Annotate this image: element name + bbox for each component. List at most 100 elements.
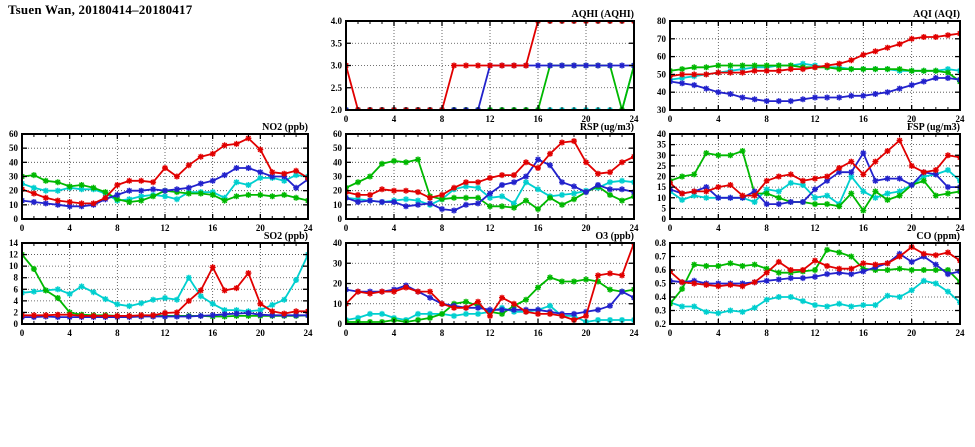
y-tick-label: 50 (9, 143, 19, 153)
series-markers-red (346, 243, 634, 323)
chart-title-o3: O3 (ppb) (595, 231, 634, 242)
x-tick-label: 24 (956, 223, 966, 233)
x-tick-label: 8 (115, 223, 120, 233)
y-tick-label: 20 (657, 172, 667, 182)
series-group-aqi (670, 30, 960, 105)
x-tick-label: 16 (859, 328, 869, 338)
x-tick-label: 8 (764, 223, 769, 233)
y-tick-label: 10 (9, 200, 19, 210)
y-tick-label: 5 (662, 203, 667, 213)
page-title: Tsuen Wan, 20180414–20180417 (8, 2, 193, 17)
y-tick-label: 60 (657, 52, 667, 62)
x-tick-label: 16 (534, 223, 544, 233)
y-tick-label: 8 (14, 273, 19, 283)
y-tick-label: 10 (333, 200, 343, 210)
y-tick-label: 25 (657, 161, 667, 171)
x-tick-label: 0 (344, 328, 349, 338)
plot-aqi: 0 4 8 12 16 20 24 30 40 50 60 70 80 AQI (AQI) (657, 9, 966, 124)
y-tick-label: 20 (333, 186, 343, 196)
y-tick-label: 50 (333, 143, 343, 153)
x-tick-label: 20 (582, 114, 592, 124)
x-tick-label: 24 (956, 114, 966, 124)
y-tick-label: 35 (657, 140, 667, 150)
series-group-fsp (670, 137, 960, 214)
x-tick-label: 20 (907, 328, 917, 338)
plot-rsp: 0 4 8 12 16 20 24 0 10 20 30 40 50 60 RSP (ug/m3) (333, 122, 640, 233)
y-tick-label: 10 (333, 299, 343, 309)
x-tick-label: 24 (630, 223, 640, 233)
y-tick-label: 80 (657, 16, 667, 26)
y-tick-label: 10 (9, 261, 19, 271)
chart-rsp: 0 4 8 12 16 20 24 0 10 20 30 40 50 60 RSP (ug/m3) (312, 120, 644, 237)
x-tick-label: 12 (161, 223, 171, 233)
x-tick-label: 8 (440, 114, 445, 124)
series-markers-blue (22, 165, 308, 210)
y-tick-label: 30 (333, 258, 343, 268)
x-tick-label: 4 (67, 328, 72, 338)
y-tick-label: 12 (9, 250, 19, 260)
x-tick-label: 4 (392, 114, 397, 124)
x-tick-label: 12 (811, 223, 821, 233)
x-tick-label: 16 (208, 223, 218, 233)
y-tick-label: 2.5 (331, 83, 343, 93)
plot-co: 0 4 8 12 16 20 24 0.2 0.3 0.4 0.5 0.6 0.7 0.8 CO (ppm) (655, 231, 966, 338)
y-tick-label: 40 (657, 87, 667, 97)
series-group-no2 (22, 135, 308, 210)
y-tick-label: 40 (333, 157, 343, 167)
y-tick-label: 0 (14, 319, 19, 329)
chart-title-no2: NO2 (ppb) (262, 122, 308, 133)
y-tick-label: 2.0 (331, 105, 343, 115)
x-tick-label: 20 (256, 223, 266, 233)
y-tick-label: 4.0 (331, 16, 343, 26)
plot-aqhi: 0 4 8 12 16 20 24 2.0 2.5 3.0 3.5 4.0 AQHI (AQHI) (331, 9, 640, 124)
x-tick-label: 4 (716, 223, 721, 233)
y-tick-label: 50 (657, 69, 667, 79)
series-markers-red (670, 30, 960, 80)
series-markers-red (670, 137, 960, 199)
chart-title-so2: SO2 (ppb) (264, 231, 308, 242)
x-tick-label: 16 (859, 114, 869, 124)
x-tick-label: 24 (630, 114, 640, 124)
series-markers-red (22, 264, 308, 319)
y-tick-label: 30 (657, 150, 667, 160)
x-tick-label: 0 (344, 114, 349, 124)
y-tick-label: 15 (657, 182, 667, 192)
y-tick-label: 40 (333, 238, 343, 248)
y-tick-label: 40 (9, 157, 19, 167)
chart-title-fsp: FSP (ug/m3) (907, 122, 960, 133)
y-tick-label: 0 (338, 214, 343, 224)
y-tick-label: 3.5 (331, 38, 343, 48)
y-tick-label: 0.2 (655, 319, 667, 329)
y-tick-label: 0.6 (655, 265, 667, 275)
x-tick-label: 24 (630, 328, 640, 338)
x-tick-label: 0 (20, 223, 25, 233)
x-tick-label: 4 (392, 328, 397, 338)
series-markers-red (22, 135, 308, 207)
y-tick-label: 0.3 (655, 306, 667, 316)
series-markers-blue (346, 156, 634, 214)
chart-title-aqi: AQI (AQI) (913, 9, 960, 20)
y-tick-label: 30 (657, 105, 667, 115)
x-tick-label: 24 (304, 223, 314, 233)
series-markers-cyan (670, 277, 960, 317)
x-tick-label: 12 (161, 328, 171, 338)
x-tick-label: 12 (486, 114, 496, 124)
y-tick-label: 30 (333, 172, 343, 182)
x-tick-label: 24 (956, 328, 966, 338)
y-tick-label: 14 (9, 238, 19, 248)
x-tick-label: 0 (668, 223, 673, 233)
y-tick-label: 0.7 (655, 252, 667, 262)
series-group-so2 (22, 251, 308, 321)
chart-co: 0 4 8 12 16 20 24 0.2 0.3 0.4 0.5 0.6 0.7 0.8 CO (ppm) (636, 229, 970, 342)
chart-so2: 0 4 8 12 16 20 24 0 2 4 6 8 10 12 14 SO2 (ppb) (0, 229, 318, 342)
x-tick-label: 16 (859, 223, 869, 233)
x-tick-label: 4 (716, 328, 721, 338)
chart-title-rsp: RSP (ug/m3) (580, 122, 634, 133)
chart-no2: 0 4 8 12 16 20 24 0 10 20 30 40 50 60 NO2 (ppb) (0, 120, 318, 237)
series-group-rsp (346, 138, 634, 214)
y-tick-label: 6 (14, 284, 19, 294)
x-tick-label: 20 (907, 114, 917, 124)
x-tick-label: 4 (716, 114, 721, 124)
x-tick-label: 0 (344, 223, 349, 233)
